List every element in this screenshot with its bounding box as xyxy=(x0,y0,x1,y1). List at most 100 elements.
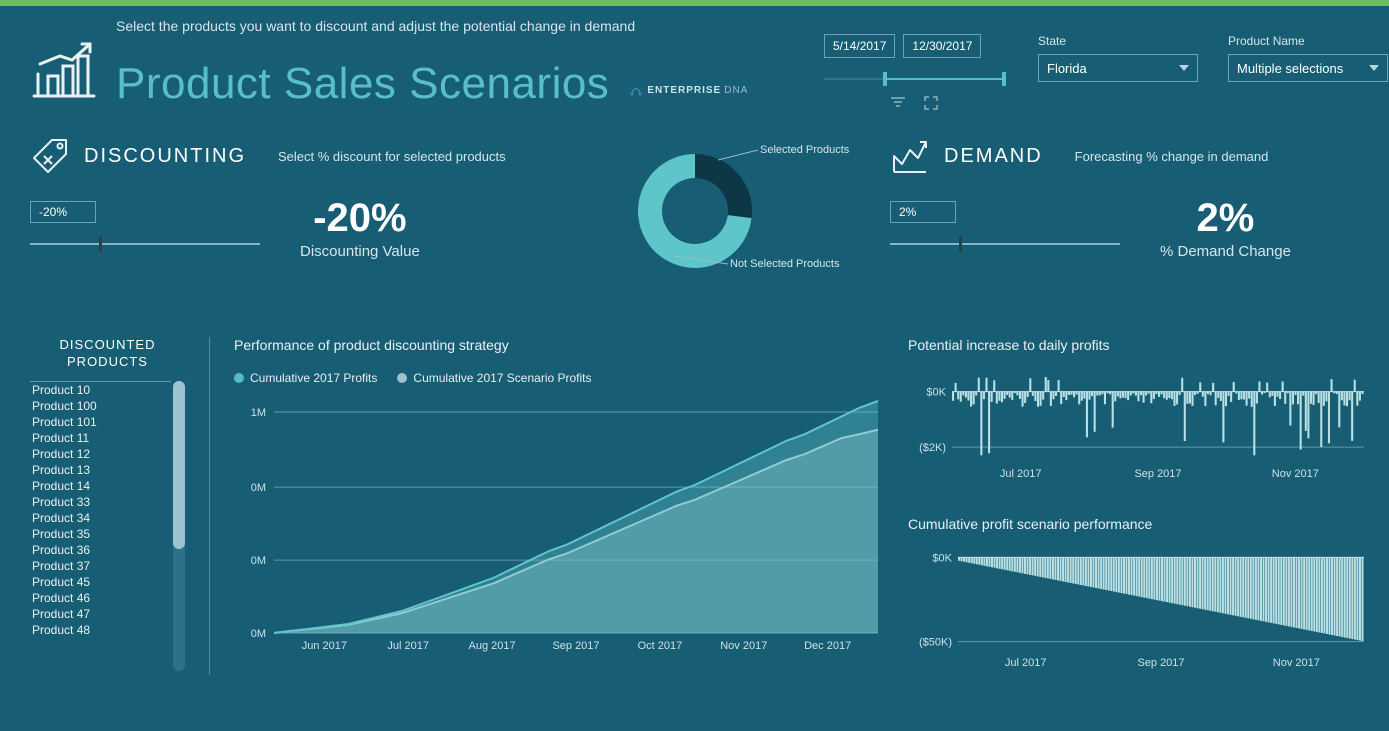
demand-value-input[interactable]: 2% xyxy=(890,201,956,223)
list-item[interactable]: Product 14 xyxy=(30,478,171,494)
list-item[interactable]: Product 13 xyxy=(30,462,171,478)
instruction-text: Select the products you want to discount… xyxy=(116,18,790,34)
daily-chart-title: Potential increase to daily profits xyxy=(908,337,1378,353)
svg-text:Jul 2017: Jul 2017 xyxy=(387,640,429,652)
list-item[interactable]: Product 12 xyxy=(30,446,171,462)
scenario-chart-svg: $0K ($50K) Jul 2017 Sep 2017 Nov 2017 xyxy=(908,550,1368,670)
state-label: State xyxy=(1038,34,1198,48)
svg-text:($2K): ($2K) xyxy=(919,442,946,454)
donut-label-unselected: Not Selected Products xyxy=(730,258,839,270)
sidebar-title-1: DISCOUNTED xyxy=(60,337,156,352)
kpi-row: DISCOUNTING Select % discount for select… xyxy=(30,136,1359,291)
svg-text:Sep 2017: Sep 2017 xyxy=(552,640,599,652)
content-grid: DISCOUNTED PRODUCTS Product 10Product 10… xyxy=(30,337,1359,675)
tag-icon xyxy=(30,136,70,176)
list-item[interactable]: Product 33 xyxy=(30,494,171,510)
svg-text:$0K: $0K xyxy=(926,387,946,399)
filters: State Florida Product Name Multiple sele… xyxy=(1038,18,1388,82)
svg-text:0M: 0M xyxy=(251,555,266,567)
svg-text:Nov 2017: Nov 2017 xyxy=(720,640,767,652)
svg-text:Aug 2017: Aug 2017 xyxy=(469,640,516,652)
scrollbar[interactable] xyxy=(173,381,185,671)
svg-text:Nov 2017: Nov 2017 xyxy=(1273,657,1320,669)
svg-text:($50K): ($50K) xyxy=(919,637,952,649)
performance-chart-legend: Cumulative 2017 Profits Cumulative 2017 S… xyxy=(234,371,884,385)
scenario-chart: Cumulative profit scenario performance $… xyxy=(908,516,1378,675)
date-start-input[interactable]: 5/14/2017 xyxy=(824,34,895,58)
svg-text:Nov 2017: Nov 2017 xyxy=(1272,468,1319,480)
svg-text:Dec 2017: Dec 2017 xyxy=(804,640,851,652)
svg-text:Jun 2017: Jun 2017 xyxy=(302,640,347,652)
chart-growth-icon xyxy=(30,34,100,109)
demand-growth-icon xyxy=(890,136,930,176)
product-value: Multiple selections xyxy=(1237,61,1343,76)
discount-big-value: -20% xyxy=(300,196,420,241)
svg-text:$0K: $0K xyxy=(932,552,952,564)
performance-chart-svg: 0M 0M 0M 1M Jun 2017 Jul 2017 Aug 2017 Sep 2017… xyxy=(234,395,884,655)
brand-text-1: ENTERPRISE xyxy=(647,85,721,96)
date-end-input[interactable]: 12/30/2017 xyxy=(903,34,981,58)
donut-label-selected: Selected Products xyxy=(760,144,849,156)
demand-title: DEMAND xyxy=(944,145,1043,168)
svg-text:Jul 2017: Jul 2017 xyxy=(1005,657,1047,669)
svg-text:Oct 2017: Oct 2017 xyxy=(638,640,683,652)
sidebar-title-2: PRODUCTS xyxy=(67,354,148,369)
filter-icon[interactable] xyxy=(890,96,906,108)
title-block: Select the products you want to discount… xyxy=(30,18,790,109)
page-title: Product Sales Scenarios xyxy=(116,59,609,109)
list-item[interactable]: Product 10 xyxy=(30,382,171,398)
chevron-down-icon xyxy=(1369,65,1379,71)
svg-text:Sep 2017: Sep 2017 xyxy=(1134,468,1181,480)
vertical-divider xyxy=(209,337,210,675)
state-dropdown[interactable]: Florida xyxy=(1038,54,1198,82)
svg-text:1M: 1M xyxy=(251,407,266,419)
svg-text:0M: 0M xyxy=(251,628,266,640)
list-item[interactable]: Product 46 xyxy=(30,590,171,606)
demand-caption: % Demand Change xyxy=(1160,243,1291,260)
discounting-title: DISCOUNTING xyxy=(84,145,246,168)
date-slider[interactable] xyxy=(824,68,1004,92)
svg-text:Sep 2017: Sep 2017 xyxy=(1137,657,1184,669)
demand-subtitle: Forecasting % change in demand xyxy=(1075,149,1269,164)
demand-slider[interactable] xyxy=(890,235,1120,255)
daily-chart-svg: $0K ($2K) Jul 2017 Sep 2017 Nov 2017 xyxy=(908,371,1368,481)
list-item[interactable]: Product 34 xyxy=(30,510,171,526)
discount-slider[interactable] xyxy=(30,235,260,255)
list-item[interactable]: Product 11 xyxy=(30,430,171,446)
legend-item: Cumulative 2017 Profits xyxy=(234,371,377,385)
discounting-subtitle: Select % discount for selected products xyxy=(278,149,506,164)
demand-big-value: 2% xyxy=(1160,196,1291,241)
list-item[interactable]: Product 47 xyxy=(30,606,171,622)
performance-chart: Performance of product discounting strat… xyxy=(234,337,884,675)
list-item[interactable]: Product 101 xyxy=(30,414,171,430)
brand-text-2: DNA xyxy=(724,85,748,96)
discounted-products-sidebar: DISCOUNTED PRODUCTS Product 10Product 10… xyxy=(30,337,185,675)
list-item[interactable]: Product 35 xyxy=(30,526,171,542)
state-value: Florida xyxy=(1047,61,1087,76)
list-item[interactable]: Product 100 xyxy=(30,398,171,414)
donut-chart: Selected Products Not Selected Products xyxy=(600,136,870,291)
scrollbar-thumb[interactable] xyxy=(173,381,185,549)
svg-text:Jul 2017: Jul 2017 xyxy=(1000,468,1042,480)
product-list[interactable]: Product 10Product 100Product 101Product … xyxy=(30,381,171,671)
product-label: Product Name xyxy=(1228,34,1388,48)
list-item[interactable]: Product 36 xyxy=(30,542,171,558)
list-item[interactable]: Product 45 xyxy=(30,574,171,590)
header: Select the products you want to discount… xyxy=(30,6,1359,110)
scenario-chart-title: Cumulative profit scenario performance xyxy=(908,516,1378,532)
svg-text:0M: 0M xyxy=(251,482,266,494)
list-item[interactable]: Product 37 xyxy=(30,558,171,574)
discount-value-input[interactable]: -20% xyxy=(30,201,96,223)
date-range: 5/14/2017 12/30/2017 xyxy=(824,18,1004,110)
focus-mode-icon[interactable] xyxy=(924,96,938,110)
demand-kpi: DEMAND Forecasting % change in demand 2%… xyxy=(890,136,1359,260)
legend-item: Cumulative 2017 Scenario Profits xyxy=(397,371,591,385)
brand-logo: ENTERPRISE DNA xyxy=(629,83,748,97)
daily-profits-chart: Potential increase to daily profits $0K (… xyxy=(908,337,1378,486)
list-item[interactable]: Product 48 xyxy=(30,622,171,638)
discount-caption: Discounting Value xyxy=(300,243,420,260)
chevron-down-icon xyxy=(1179,65,1189,71)
product-dropdown[interactable]: Multiple selections xyxy=(1228,54,1388,82)
performance-chart-title: Performance of product discounting strat… xyxy=(234,337,884,353)
discounting-kpi: DISCOUNTING Select % discount for select… xyxy=(30,136,580,260)
